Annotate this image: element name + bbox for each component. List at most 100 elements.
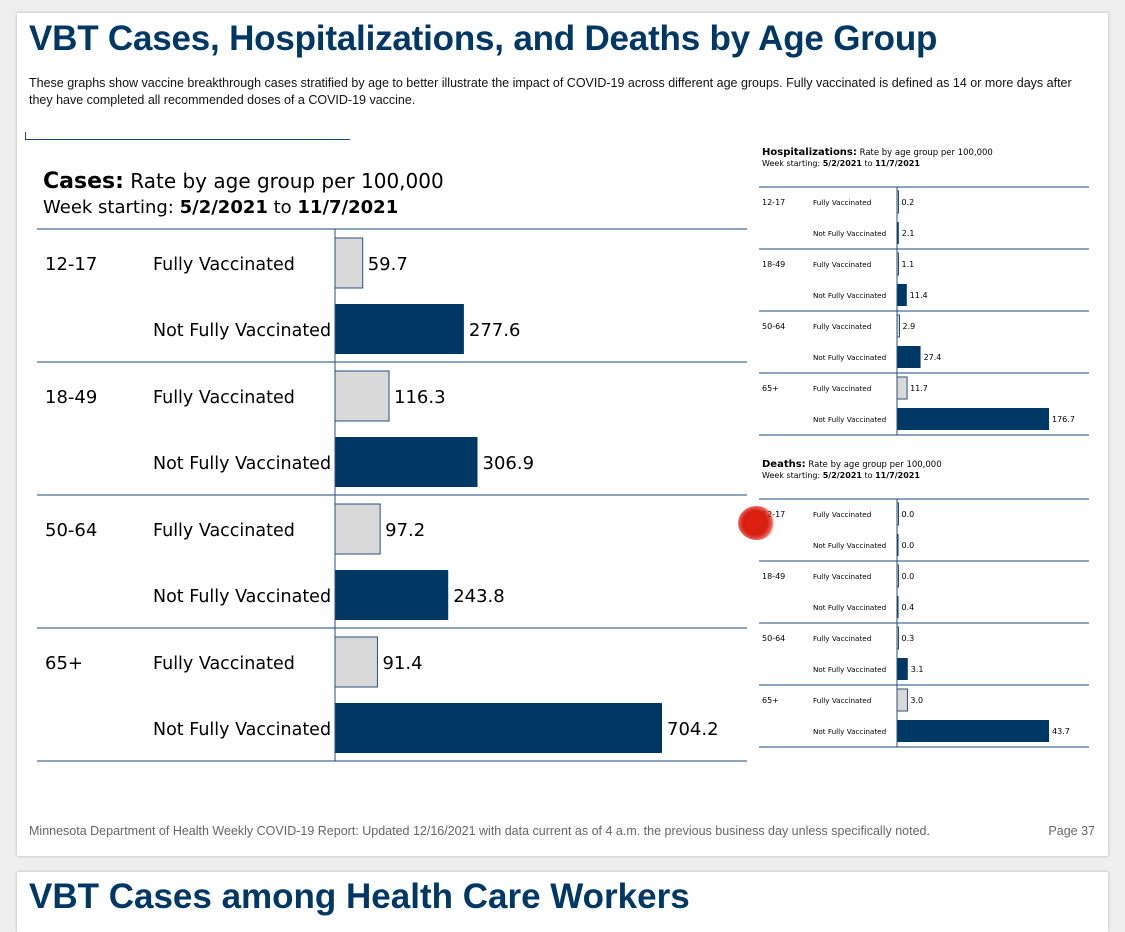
cases-status-label: Not Fully Vaccinated — [153, 454, 331, 474]
page-title: VBT Cases, Hospitalizations, and Deaths … — [29, 19, 938, 58]
cases-bar-not-fully-vaccinated — [335, 703, 662, 753]
cases-bar-fully-vaccinated — [334, 503, 381, 555]
cases-status-label: Fully Vaccinated — [153, 255, 295, 275]
hospitalizations-value-label: 2.1 — [902, 229, 915, 238]
hospitalizations-status-label: Not Fully Vaccinated — [813, 415, 886, 424]
cases-value-label: 243.8 — [453, 586, 505, 607]
page-description: These graphs show vaccine breakthrough c… — [29, 76, 1072, 107]
hospitalizations-status-label: Fully Vaccinated — [813, 322, 871, 331]
next-report-page: VBT Cases among Health Care Workers — [17, 872, 1108, 932]
deaths-status-label: Not Fully Vaccinated — [813, 727, 886, 736]
cases-age-label: 18-49 — [45, 387, 97, 408]
red-scribble-mark — [738, 506, 776, 540]
hospitalizations-chart: Hospitalizations: Rate by age group per … — [759, 144, 1094, 444]
hospitalizations-week-range: Week starting: 5/2/2021 to 11/7/2021 — [762, 159, 920, 168]
hospitalizations-status-label: Not Fully Vaccinated — [813, 229, 886, 238]
cases-age-label: 65+ — [45, 653, 83, 674]
deaths-value-label: 0.0 — [902, 541, 915, 550]
deaths-age-label: 65+ — [762, 696, 779, 705]
hospitalizations-value-label: 1.1 — [902, 260, 915, 269]
hospitalizations-value-label: 11.7 — [910, 384, 928, 393]
hospitalizations-age-label: 50-64 — [762, 322, 785, 331]
deaths-status-label: Not Fully Vaccinated — [813, 603, 886, 612]
deaths-status-label: Fully Vaccinated — [813, 634, 871, 643]
cases-status-label: Not Fully Vaccinated — [153, 587, 331, 607]
hospitalizations-status-label: Not Fully Vaccinated — [813, 353, 886, 362]
hospitalizations-week-prefix: Week starting: — [762, 159, 823, 168]
deaths-status-label: Fully Vaccinated — [813, 572, 871, 581]
deaths-status-label: Not Fully Vaccinated — [813, 665, 886, 674]
cases-status-label: Not Fully Vaccinated — [153, 321, 331, 341]
page-footer: Minnesota Department of Health Weekly CO… — [29, 824, 930, 838]
deaths-status-label: Fully Vaccinated — [813, 510, 871, 519]
cases-value-label: 306.9 — [483, 453, 535, 474]
hospitalizations-subtitle: Rate by age group per 100,000 — [860, 148, 993, 158]
hospitalizations-status-label: Fully Vaccinated — [813, 384, 871, 393]
hospitalizations-week-to: to — [862, 159, 875, 168]
cases-age-label: 50-64 — [45, 520, 97, 541]
page-number: Page 37 — [1048, 824, 1095, 838]
hospitalizations-status-label: Fully Vaccinated — [813, 198, 871, 207]
report-page: VBT Cases, Hospitalizations, and Deaths … — [17, 13, 1108, 856]
deaths-bar-not-fully-vaccinated — [897, 658, 908, 680]
deaths-value-label: 0.0 — [902, 572, 915, 581]
cases-value-label: 116.3 — [394, 387, 446, 408]
hospitalizations-age-label: 18-49 — [762, 260, 785, 269]
cases-bar-fully-vaccinated — [334, 636, 378, 688]
cases-chart-title: Cases: Rate by age group per 100,000 — [43, 169, 444, 194]
hospitalizations-bar-not-fully-vaccinated — [897, 284, 907, 306]
hospitalizations-week-start: 5/2/2021 — [823, 159, 863, 168]
cases-chart: Cases: Rate by age group per 100,000 Week… — [27, 149, 747, 769]
cases-bar-fully-vaccinated — [334, 370, 390, 422]
hospitalizations-week-end: 11/7/2021 — [875, 159, 920, 168]
hospitalizations-status-label: Not Fully Vaccinated — [813, 291, 886, 300]
cases-week-range: Week starting: 5/2/2021 to 11/7/2021 — [43, 197, 398, 218]
cases-title-label: Cases: — [43, 169, 124, 194]
deaths-bar-not-fully-vaccinated — [897, 534, 899, 556]
deaths-status-label: Fully Vaccinated — [813, 696, 871, 705]
deaths-age-label: 50-64 — [762, 634, 785, 643]
deaths-chart: Deaths: Rate by age group per 100,000 Wee… — [759, 456, 1094, 756]
cases-chart-svg: Cases: Rate by age group per 100,000 Week… — [37, 169, 747, 762]
deaths-week-prefix: Week starting: — [762, 471, 823, 480]
deaths-value-label: 3.1 — [911, 665, 924, 674]
hospitalizations-bar-fully-vaccinated — [896, 376, 908, 400]
hospitalizations-bar-not-fully-vaccinated — [897, 408, 1049, 430]
cases-status-label: Not Fully Vaccinated — [153, 720, 331, 740]
cases-status-label: Fully Vaccinated — [153, 654, 295, 674]
deaths-status-label: Not Fully Vaccinated — [813, 541, 886, 550]
hospitalizations-value-label: 11.4 — [910, 291, 928, 300]
hospitalizations-age-label: 12-17 — [762, 198, 785, 207]
hospitalizations-status-label: Fully Vaccinated — [813, 260, 871, 269]
cases-subtitle: Rate by age group per 100,000 — [130, 169, 443, 193]
cases-value-label: 59.7 — [368, 254, 408, 275]
deaths-week-range: Week starting: 5/2/2021 to 11/7/2021 — [762, 471, 920, 480]
cases-status-label: Fully Vaccinated — [153, 521, 295, 541]
cases-bar-not-fully-vaccinated — [335, 570, 449, 620]
deaths-week-to: to — [862, 471, 875, 480]
deaths-age-label: 18-49 — [762, 572, 785, 581]
deaths-value-label: 0.4 — [902, 603, 915, 612]
deaths-value-label: 0.0 — [902, 510, 915, 519]
hospitalizations-chart-title: Hospitalizations: Rate by age group per … — [762, 147, 993, 158]
cases-bar-not-fully-vaccinated — [335, 304, 464, 354]
cases-week-to: to — [268, 197, 298, 218]
cases-age-label: 12-17 — [45, 254, 97, 275]
cases-status-label: Fully Vaccinated — [153, 388, 295, 408]
deaths-chart-title: Deaths: Rate by age group per 100,000 — [762, 459, 942, 470]
deaths-week-start: 5/2/2021 — [823, 471, 863, 480]
hospitalizations-bar-not-fully-vaccinated — [897, 346, 921, 368]
cases-week-end: 11/7/2021 — [297, 197, 398, 218]
hospitalizations-bar-not-fully-vaccinated — [897, 222, 899, 244]
deaths-bar-not-fully-vaccinated — [897, 720, 1049, 742]
hospitalizations-value-label: 176.7 — [1052, 415, 1075, 424]
deaths-title-label: Deaths: — [762, 459, 806, 470]
divider — [25, 132, 350, 140]
hospitalizations-value-label: 0.2 — [902, 198, 915, 207]
hospitalizations-title-label: Hospitalizations: — [762, 147, 857, 158]
cases-week-start: 5/2/2021 — [180, 197, 268, 218]
deaths-week-end: 11/7/2021 — [875, 471, 920, 480]
cases-value-label: 91.4 — [382, 653, 422, 674]
deaths-bar-not-fully-vaccinated — [897, 596, 899, 618]
hospitalizations-value-label: 27.4 — [924, 353, 942, 362]
